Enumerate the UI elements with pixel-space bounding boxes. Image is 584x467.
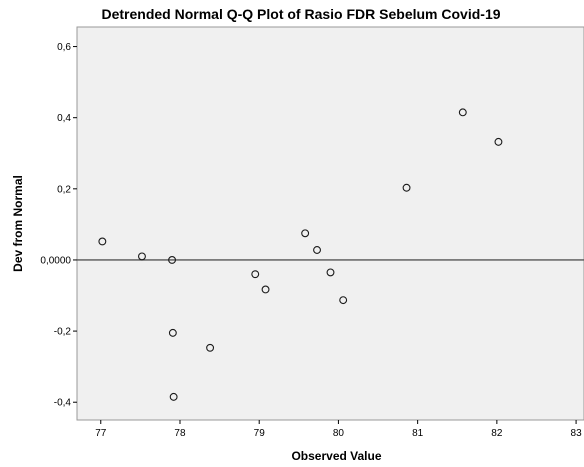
- data-point: [98, 237, 107, 246]
- y-tick-label: -0,2: [54, 327, 72, 338]
- data-point: [251, 270, 260, 279]
- data-point: [301, 229, 310, 238]
- x-tick-label: 80: [333, 428, 345, 439]
- data-point: [402, 183, 411, 192]
- x-tick-label: 82: [491, 428, 503, 439]
- y-tick-label: 0,2: [57, 184, 71, 195]
- chart-title: Detrended Normal Q-Q Plot of Rasio FDR S…: [101, 6, 501, 22]
- y-tick-label: 0,0000: [40, 255, 71, 266]
- x-tick-label: 78: [174, 428, 186, 439]
- y-tick-label: -0,4: [54, 398, 72, 409]
- data-point: [339, 296, 348, 305]
- plot-area: [76, 26, 584, 421]
- data-point: [458, 108, 467, 117]
- x-tick-label: 83: [571, 428, 583, 439]
- data-point: [261, 285, 270, 294]
- y-axis-label: Dev from Normal: [11, 175, 25, 272]
- x-tick-label: 77: [95, 428, 107, 439]
- y-tick-label: 0,4: [57, 113, 71, 124]
- data-point: [326, 268, 335, 277]
- y-tick-label: 0,6: [57, 42, 71, 53]
- data-point: [168, 328, 177, 337]
- data-point: [313, 246, 321, 254]
- x-tick-label: 81: [412, 428, 424, 439]
- data-point: [169, 392, 178, 401]
- data-point: [206, 343, 215, 352]
- data-point: [168, 256, 177, 264]
- data-point: [494, 137, 503, 146]
- x-tick-label: 79: [254, 428, 266, 439]
- data-point: [138, 252, 146, 261]
- x-axis-label: Observed Value: [291, 449, 381, 463]
